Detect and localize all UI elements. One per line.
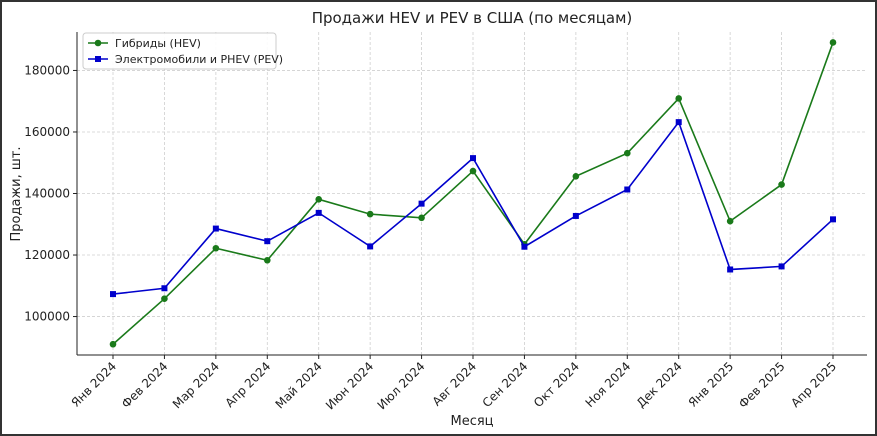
data-point: [263, 256, 271, 264]
data-point: [778, 263, 785, 270]
data-point: [315, 196, 323, 203]
legend-label: Гибриды (HEV): [115, 37, 201, 50]
y-tick-label: 140000: [24, 187, 70, 201]
x-tick-label: Июн 2024: [323, 359, 376, 412]
data-point: [675, 119, 682, 126]
data-point: [675, 95, 683, 102]
legend-box: [82, 32, 277, 70]
y-tick-label: 120000: [24, 248, 70, 262]
x-tick-label: Июл 2024: [375, 359, 428, 412]
x-tick-label: Ноя 2024: [583, 359, 634, 410]
data-point: [469, 167, 477, 175]
data-point: [212, 244, 220, 252]
legend-label: Электромобили и PHEV (PEV): [115, 53, 283, 66]
y-tick-label: 100000: [24, 310, 70, 324]
x-tick-label: Авг 2024: [430, 359, 479, 408]
x-tick-label: Янв 2024: [68, 359, 119, 410]
data-point: [572, 172, 580, 180]
grid-lines: [77, 32, 867, 355]
data-point: [623, 149, 631, 157]
x-tick-label: Фев 2024: [119, 359, 171, 411]
x-tick-label: Апр 2025: [788, 359, 839, 410]
x-tick-label: Апр 2024: [222, 359, 273, 410]
x-tick-label: Май 2024: [273, 359, 325, 411]
x-tick-label: Фев 2025: [736, 359, 788, 411]
x-tick-label: Мар 2024: [170, 359, 222, 411]
y-ticks: 100000 120000 140000 160000 180000: [24, 63, 77, 324]
legend-item: Электромобили и PHEV (PEV): [88, 53, 283, 66]
data-point: [212, 225, 219, 232]
x-tick-label: Дек 2024: [634, 359, 685, 410]
data-point: [418, 200, 425, 207]
data-point: [161, 295, 168, 303]
data-point: [366, 210, 374, 218]
data-point: [572, 212, 579, 219]
data-point: [778, 181, 785, 188]
legend-marker: [94, 39, 102, 47]
data-point: [109, 340, 117, 348]
data-point: [418, 214, 425, 222]
data-point: [161, 285, 168, 292]
data-point: [726, 217, 734, 225]
legend-marker: [95, 56, 101, 62]
x-tick-label: Янв 2025: [686, 359, 737, 410]
series-2: [110, 119, 836, 298]
data-point: [521, 243, 528, 250]
data-point: [830, 216, 836, 223]
x-ticks: Янв 2024 Фев 2024 Мар 2024 Апр 2024 Май 2024…: [68, 355, 839, 412]
legend-item: Гибриды (HEV): [88, 37, 201, 50]
series-layer: [109, 39, 837, 348]
chart-title: Продажи HEV и PEV в США (по месяцам): [312, 9, 633, 27]
data-point: [624, 186, 631, 193]
y-tick-label: 160000: [24, 125, 70, 139]
data-point: [727, 266, 734, 273]
x-axis-label: Месяц: [450, 414, 493, 429]
x-tick-label: Сен 2024: [480, 359, 531, 410]
y-axis-label: Продажи, шт.: [9, 147, 24, 242]
legend: Гибриды (HEV) Электромобили и PHEV (PEV): [82, 32, 283, 70]
x-tick-label: Окт 2024: [531, 359, 582, 410]
data-point: [264, 238, 271, 245]
data-point: [110, 291, 116, 298]
y-tick-label: 180000: [24, 63, 70, 77]
data-point: [470, 155, 476, 162]
data-point: [367, 243, 374, 250]
data-point: [315, 209, 322, 216]
data-point: [829, 39, 837, 46]
